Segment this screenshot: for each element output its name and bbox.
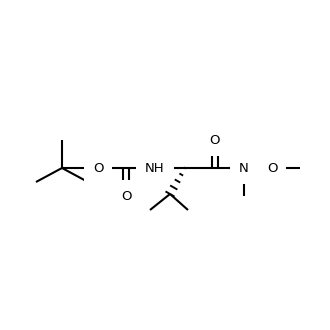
Text: O: O bbox=[93, 161, 103, 175]
Text: O: O bbox=[121, 189, 131, 203]
Text: N: N bbox=[239, 161, 249, 175]
Text: O: O bbox=[267, 161, 277, 175]
Text: NH: NH bbox=[145, 161, 165, 175]
Text: O: O bbox=[210, 134, 220, 147]
